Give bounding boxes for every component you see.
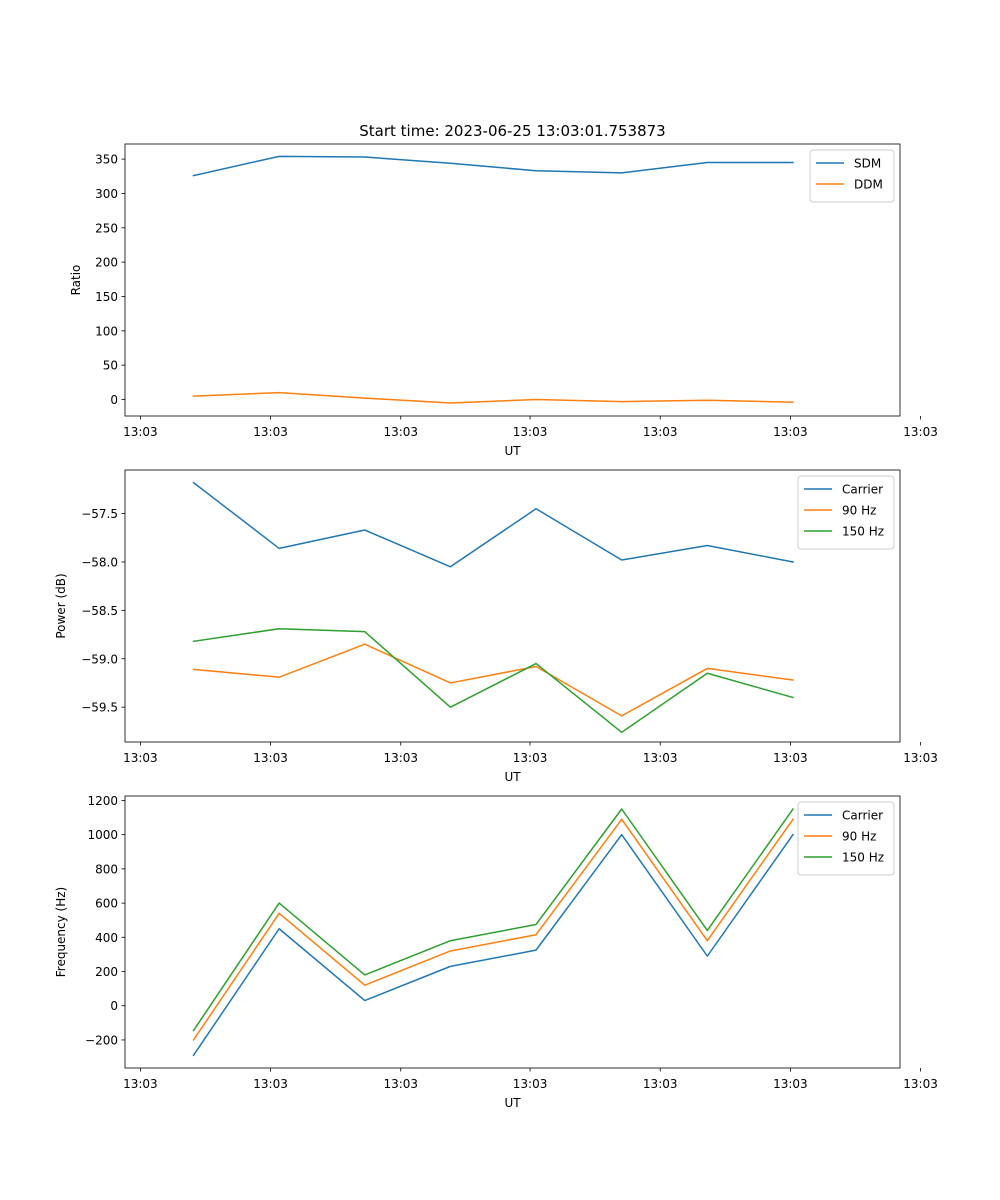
x-tick-label: 13:03 bbox=[903, 751, 938, 765]
x-tick-label: 13:03 bbox=[513, 425, 548, 439]
x-tick-label: 13:03 bbox=[513, 1077, 548, 1091]
y-tick-label: −57.5 bbox=[81, 507, 118, 521]
y-tick-label: 250 bbox=[95, 221, 118, 235]
legend-label: 150 Hz bbox=[842, 851, 884, 865]
axes-frame bbox=[124, 795, 901, 1069]
y-axis-label: Ratio bbox=[69, 265, 83, 296]
y-tick-label: 200 bbox=[95, 256, 118, 270]
x-tick-label: 13:03 bbox=[643, 1077, 678, 1091]
panel-3: 13:03 13:03 13:03 13:03 13:03 13:03 13:03 −200 0… bbox=[54, 794, 938, 1110]
y-tick-label: −59.0 bbox=[81, 652, 118, 666]
x-tick-label: 13:03 bbox=[513, 751, 548, 765]
y-tick-label: 200 bbox=[95, 965, 118, 979]
legend-label: DDM bbox=[854, 178, 883, 192]
series-line-carrier bbox=[192, 833, 795, 1057]
series-line-90-hz bbox=[192, 643, 794, 717]
x-tick-label: 13:03 bbox=[123, 425, 158, 439]
y-tick-label: 400 bbox=[95, 931, 118, 945]
legend-label: 90 Hz bbox=[842, 504, 876, 518]
axes-frame bbox=[124, 143, 901, 417]
y-tick-label: 600 bbox=[95, 897, 118, 911]
x-tick-label: 13:03 bbox=[903, 425, 938, 439]
x-tick-label: 13:03 bbox=[253, 1077, 288, 1091]
y-tick-label: 1200 bbox=[87, 794, 118, 808]
x-axis-label: UT bbox=[504, 1096, 521, 1110]
y-tick-label: −200 bbox=[85, 1033, 118, 1047]
y-tick-label: −58.5 bbox=[81, 604, 118, 618]
legend-box bbox=[809, 149, 895, 203]
series-line-90-hz bbox=[192, 818, 795, 1041]
series-line-150-hz bbox=[192, 628, 794, 734]
axes-frame bbox=[124, 469, 901, 743]
panel-1: 13:03 13:03 13:03 13:03 13:03 13:03 13:03 0 50 10… bbox=[69, 143, 938, 458]
x-axis-label: UT bbox=[504, 444, 521, 458]
legend-label: Carrier bbox=[842, 809, 883, 823]
x-tick-label: 13:03 bbox=[383, 425, 418, 439]
y-tick-label: 150 bbox=[95, 290, 118, 304]
y-axis-label: Power (dB) bbox=[54, 573, 68, 638]
x-tick-label: 13:03 bbox=[903, 1077, 938, 1091]
y-axis-label: Frequency (Hz) bbox=[54, 887, 68, 978]
y-tick-label: 0 bbox=[110, 393, 118, 407]
x-tick-label: 13:03 bbox=[253, 425, 288, 439]
x-tick-label: 13:03 bbox=[773, 1077, 808, 1091]
series-line-sdm bbox=[192, 155, 794, 177]
y-tick-label: 350 bbox=[95, 153, 118, 167]
y-tick-label: −58.0 bbox=[81, 555, 118, 569]
series-line-carrier bbox=[192, 481, 794, 568]
legend-label: SDM bbox=[854, 157, 881, 171]
legend-label: 150 Hz bbox=[842, 525, 884, 539]
x-tick-label: 13:03 bbox=[643, 751, 678, 765]
panel-2: 13:03 13:03 13:03 13:03 13:03 13:03 13:03 −59.5… bbox=[54, 469, 938, 784]
x-tick-label: 13:03 bbox=[773, 751, 808, 765]
y-tick-label: 300 bbox=[95, 187, 118, 201]
legend-label: Carrier bbox=[842, 483, 883, 497]
series-line-150-hz bbox=[192, 807, 795, 1032]
x-axis-label: UT bbox=[504, 770, 521, 784]
chart-panels: 13:03 13:03 13:03 13:03 13:03 13:03 13:03 0 50 10… bbox=[54, 143, 938, 1110]
legend-label: 90 Hz bbox=[842, 830, 876, 844]
y-tick-label: 100 bbox=[95, 324, 118, 338]
y-tick-label: 800 bbox=[95, 862, 118, 876]
series-line-ddm bbox=[192, 391, 794, 404]
x-tick-label: 13:03 bbox=[253, 751, 288, 765]
y-tick-label: 1000 bbox=[87, 828, 118, 842]
y-tick-label: −59.5 bbox=[81, 701, 118, 715]
x-tick-label: 13:03 bbox=[123, 1077, 158, 1091]
figure-title: Start time: 2023-06-25 13:03:01.753873 bbox=[359, 122, 665, 140]
x-tick-label: 13:03 bbox=[383, 1077, 418, 1091]
x-tick-label: 13:03 bbox=[383, 751, 418, 765]
y-tick-label: 50 bbox=[103, 359, 118, 373]
y-tick-label: 0 bbox=[110, 999, 118, 1013]
x-tick-label: 13:03 bbox=[123, 751, 158, 765]
x-tick-label: 13:03 bbox=[773, 425, 808, 439]
x-tick-label: 13:03 bbox=[643, 425, 678, 439]
